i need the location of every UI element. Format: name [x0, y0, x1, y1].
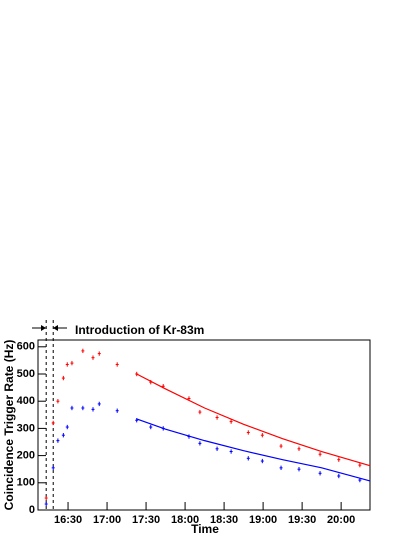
x-tick-label: 18:00 [171, 514, 199, 526]
x-tick-label: 18:30 [210, 514, 238, 526]
y-tick-label: 100 [17, 477, 35, 489]
arrow-head [41, 325, 46, 331]
y-tick-label: 400 [17, 395, 35, 407]
x-tick-label: 19:30 [288, 514, 316, 526]
fit-line [136, 418, 371, 482]
x-tick-label: 16:30 [54, 514, 82, 526]
x-tick-label: 17:00 [93, 514, 121, 526]
x-tick-label: 17:30 [132, 514, 160, 526]
y-tick-label: 200 [17, 450, 35, 462]
x-tick-label: 20:00 [327, 514, 355, 526]
y-tick-label: 300 [17, 422, 35, 434]
y-tick-label: 500 [17, 368, 35, 380]
y-tick-label: 600 [17, 341, 35, 353]
plot-frame [37, 339, 371, 511]
y-tick-label: 0 [29, 504, 35, 516]
y-axis-title: Coincidence Trigger Rate (Hz) [2, 340, 16, 511]
x-tick-label: 19:00 [249, 514, 277, 526]
x-axis-title: Time [191, 522, 219, 536]
fit-line [136, 373, 371, 467]
annotation: Introduction of Kr-83m [75, 323, 204, 337]
arrow-head [53, 325, 58, 331]
